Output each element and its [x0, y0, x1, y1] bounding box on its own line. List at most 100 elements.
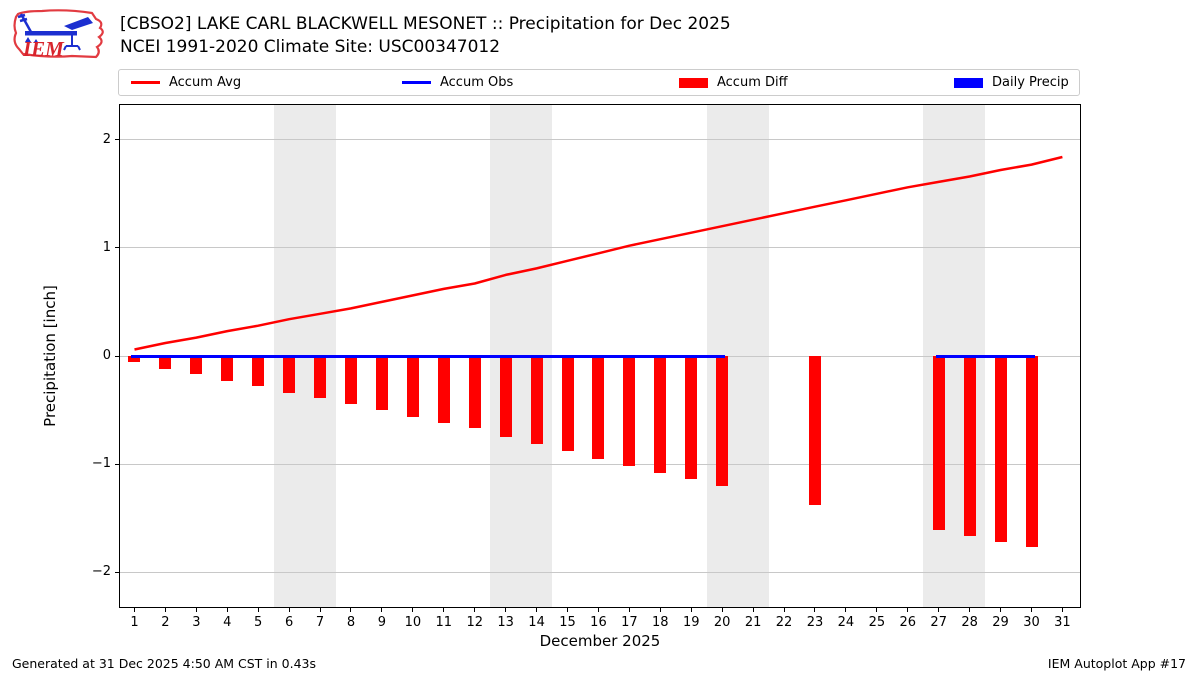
title-block: [CBSO2] LAKE CARL BLACKWELL MESONET :: P… [120, 13, 731, 59]
gridline [119, 463, 1081, 465]
legend-label: Daily Precip [992, 75, 1069, 90]
x-tick [876, 608, 878, 612]
bar-accum-diff [314, 356, 327, 399]
x-axis-title: December 2025 [539, 632, 661, 650]
x-tick-label: 16 [590, 615, 607, 630]
bar-accum-diff [685, 356, 698, 480]
x-tick [226, 608, 228, 612]
accum-avg-line-swatch [131, 81, 160, 84]
y-tick [115, 463, 119, 465]
x-tick [412, 608, 414, 612]
x-tick [628, 608, 630, 612]
x-tick [1000, 608, 1002, 612]
bar-accum-diff [808, 356, 821, 506]
bar-accum-diff [623, 356, 636, 467]
bar-accum-diff [561, 356, 574, 452]
x-tick-label: 23 [806, 615, 824, 630]
x-tick-label: 15 [559, 615, 576, 630]
legend-item-daily-precip: Daily Precip [954, 70, 1069, 95]
x-tick [969, 608, 971, 612]
y-tick-label: −2 [91, 564, 111, 580]
x-tick-label: 22 [775, 615, 793, 630]
anemometer-arm [25, 31, 77, 36]
y-tick-label: −1 [91, 456, 111, 472]
y-tick-label: 1 [102, 239, 111, 255]
x-tick-label: 8 [346, 615, 356, 630]
x-tick [133, 608, 135, 612]
x-tick [938, 608, 940, 612]
x-tick [690, 608, 692, 612]
y-tick [115, 247, 119, 249]
x-tick-label: 11 [435, 615, 453, 630]
accum-obs-line [935, 354, 1035, 358]
y-axis-title: Precipitation [inch] [41, 285, 59, 427]
legend: Accum Avg Accum Obs Accum Diff Daily Pre… [118, 69, 1080, 96]
bar-accum-diff [252, 356, 265, 387]
bar-accum-diff [963, 356, 976, 536]
x-tick [1031, 608, 1032, 612]
x-tick-label: 3 [192, 615, 201, 630]
x-tick [659, 608, 661, 612]
x-tick-label: 6 [284, 615, 294, 630]
generated-timestamp: Generated at 31 Dec 2025 4:50 AM CST in … [12, 656, 316, 671]
bar-accum-diff [406, 356, 419, 417]
instrument-legs [63, 35, 81, 51]
bar-accum-diff [344, 356, 357, 404]
x-tick [752, 608, 754, 612]
x-tick-label: 4 [223, 615, 232, 630]
y-tick [115, 139, 119, 141]
accum-avg-line [134, 155, 1063, 351]
x-tick [381, 608, 383, 612]
x-tick [288, 608, 290, 612]
accum-diff-patch-swatch [679, 77, 708, 88]
bar-accum-diff [221, 356, 234, 381]
x-tick [319, 608, 321, 612]
x-tick [257, 608, 259, 612]
x-tick [195, 608, 197, 612]
bar-accum-diff [592, 356, 605, 459]
x-tick-label: 18 [652, 615, 669, 630]
bar-accum-diff [437, 356, 450, 424]
legend-item-accum-diff: Accum Diff [679, 70, 788, 95]
bar-accum-diff [994, 356, 1007, 543]
legend-label: Accum Diff [717, 75, 788, 90]
x-tick-label: 9 [377, 615, 387, 630]
x-tick-label: 25 [868, 615, 886, 630]
x-tick-label: 12 [466, 615, 483, 630]
gridline [119, 139, 1081, 141]
bar-accum-diff [716, 356, 729, 486]
x-tick [907, 608, 909, 612]
bar-accum-diff [190, 356, 203, 375]
bar-accum-diff [499, 356, 512, 438]
bar-accum-diff [654, 356, 667, 473]
x-tick-label: 29 [992, 615, 1009, 630]
iem-logo: IEM [13, 9, 104, 61]
accum-obs-line-swatch [402, 81, 431, 84]
x-tick [1061, 608, 1063, 612]
x-tick-label: 27 [930, 615, 947, 630]
x-tick-label: 20 [713, 615, 731, 630]
y-tick [115, 355, 119, 357]
x-tick-label: 28 [961, 615, 978, 630]
x-tick [597, 608, 599, 612]
x-tick-label: 17 [621, 615, 638, 630]
legend-item-accum-obs: Accum Obs [402, 70, 513, 95]
x-tick [783, 608, 785, 612]
x-tick-label: 10 [404, 615, 422, 630]
x-tick-label: 21 [744, 615, 762, 630]
accum-obs-line [131, 354, 726, 358]
iowa-outline [13, 9, 104, 59]
gridline [119, 571, 1081, 573]
iem-logo-text: IEM [22, 37, 65, 61]
page-title: [CBSO2] LAKE CARL BLACKWELL MESONET :: P… [120, 14, 731, 34]
bar-accum-diff [1025, 356, 1038, 548]
x-tick [505, 608, 507, 612]
x-tick-label: 19 [682, 615, 700, 630]
propeller [64, 17, 93, 30]
x-tick [474, 608, 476, 612]
daily-precip-patch-swatch [954, 77, 983, 88]
bar-accum-diff [530, 356, 543, 444]
legend-label: Accum Avg [169, 75, 242, 90]
